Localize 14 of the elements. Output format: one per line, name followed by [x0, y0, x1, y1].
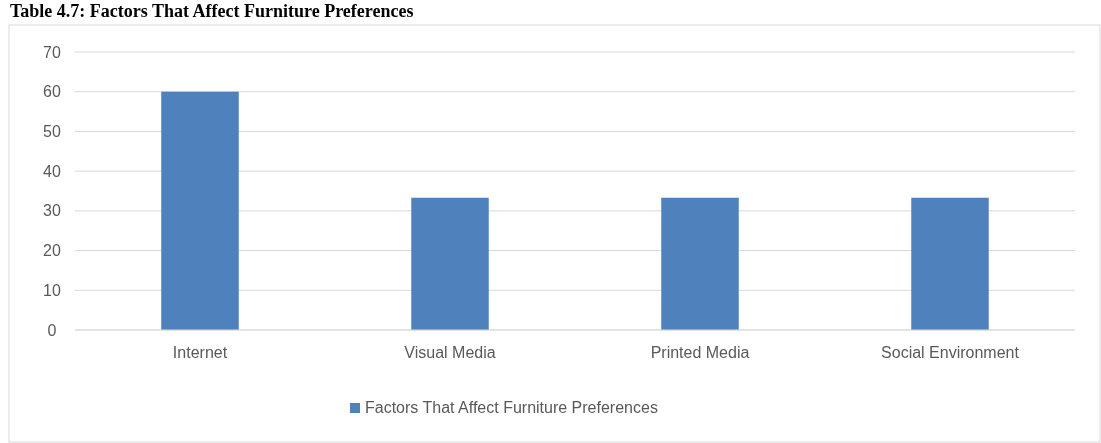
y-tick-label: 10 [43, 281, 61, 299]
y-tick-label: 40 [43, 162, 61, 180]
y-tick-label: 20 [43, 242, 61, 260]
chart-title: Table 4.7: Factors That Affect Furniture Preferences [10, 1, 414, 21]
legend-label: Factors That Affect Furniture Preferences [365, 399, 658, 416]
x-tick-label: Visual Media [404, 344, 496, 361]
y-tick-label: 50 [43, 123, 61, 141]
y-tick-label: 0 [47, 321, 57, 339]
x-tick-label: Internet [172, 344, 228, 361]
y-tick-label: 70 [43, 43, 61, 61]
y-tick-label: 60 [43, 83, 61, 101]
x-tick-label: Social Environment [881, 344, 1020, 361]
x-tick-label: Printed Media [650, 344, 750, 361]
y-tick-label: 30 [43, 202, 61, 220]
